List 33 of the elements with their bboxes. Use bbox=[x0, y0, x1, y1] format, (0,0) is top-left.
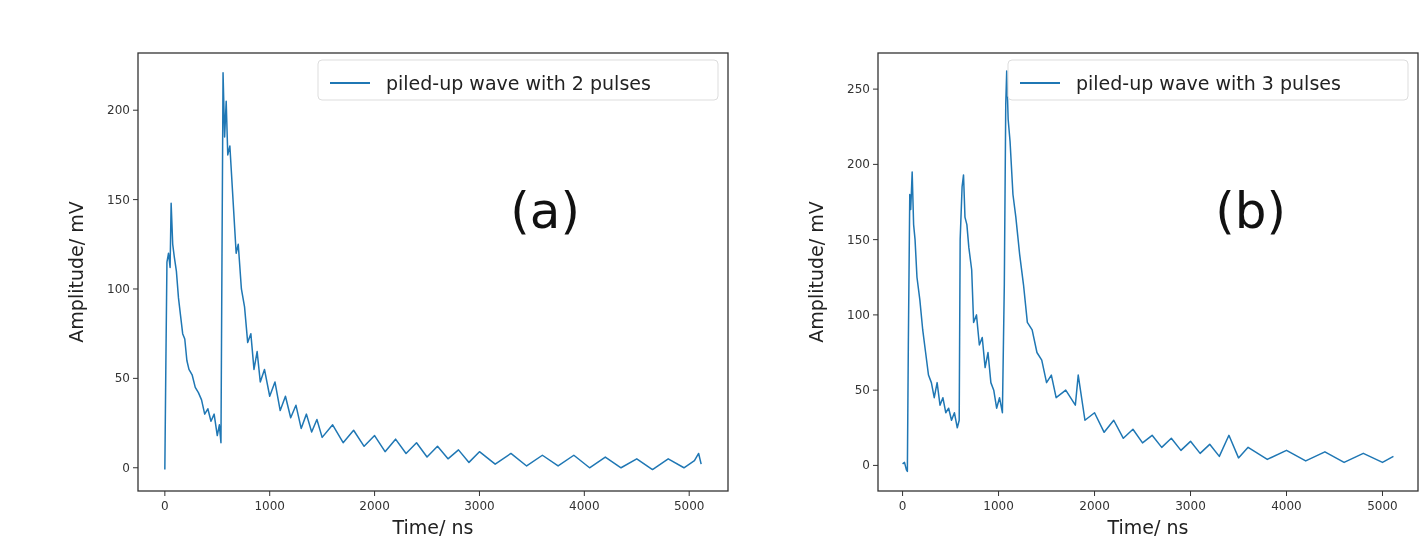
line-series bbox=[164, 71, 702, 471]
y-tick-label: 250 bbox=[847, 82, 870, 97]
annotation: (b) bbox=[1215, 182, 1286, 240]
x-tick-label: 0 bbox=[161, 499, 169, 513]
x-tick-label: 3000 bbox=[1175, 499, 1206, 513]
x-tick-label: 4000 bbox=[1271, 499, 1302, 513]
x-tick-label: 2000 bbox=[359, 499, 390, 513]
y-tick-label: 150 bbox=[107, 192, 130, 207]
x-tick-label: 1000 bbox=[983, 499, 1014, 513]
y-axis-title: Amplitude/ mV bbox=[65, 201, 87, 343]
x-tick-label: 5000 bbox=[673, 499, 705, 513]
x-tick-label: 0 bbox=[898, 499, 907, 513]
legend-label: piled-up wave with 2 pulses bbox=[386, 72, 651, 94]
y-axis-title: Amplitude/ mV bbox=[805, 201, 827, 343]
x-tick-label: 2000 bbox=[1079, 499, 1110, 513]
x-tick-label: 5000 bbox=[1367, 499, 1398, 513]
y-tick-label: 0 bbox=[862, 458, 870, 473]
y-tick-label: 100 bbox=[107, 281, 130, 296]
x-tick-label: 1000 bbox=[254, 499, 285, 513]
y-tick-label: 200 bbox=[847, 157, 870, 172]
y-tick-label: 0 bbox=[122, 460, 130, 475]
y-tick-label: 50 bbox=[114, 371, 130, 386]
line-series bbox=[901, 70, 1395, 473]
x-axis-title: Time/ ns bbox=[391, 516, 474, 536]
legend-label: piled-up wave with 3 pulses bbox=[1076, 72, 1341, 94]
x-tick-label: 4000 bbox=[569, 499, 600, 513]
x-axis-title: Time/ ns bbox=[1106, 516, 1189, 536]
y-tick-label: 200 bbox=[107, 103, 130, 118]
y-tick-label: 100 bbox=[847, 307, 870, 322]
y-tick-label: 50 bbox=[854, 383, 870, 398]
x-tick-label: 3000 bbox=[464, 499, 495, 513]
annotation: (a) bbox=[510, 182, 580, 240]
y-tick-label: 150 bbox=[847, 232, 870, 247]
